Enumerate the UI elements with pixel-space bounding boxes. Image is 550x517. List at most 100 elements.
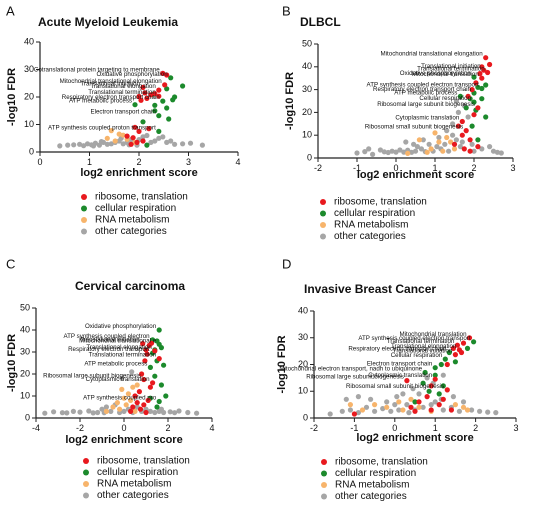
point-annotation: Cytoplasmic translation [368,372,433,379]
data-point [347,407,353,413]
data-point [465,114,471,120]
point-annotation: Electron transport chain [90,109,156,116]
data-point [108,408,114,414]
data-point [168,75,174,81]
point-annotation: Translational termination [88,89,156,96]
chart-title: Acute Myeloid Leukemia [38,15,178,29]
data-point [64,410,70,416]
x-tick-label: 2 [473,423,478,433]
data-point [436,139,442,145]
data-point [452,352,458,358]
data-point [117,406,123,412]
data-point [408,404,414,410]
data-point [471,112,477,118]
legend-marker [320,222,326,228]
x-tick-label: 3 [513,423,518,433]
legend-label: ribosome, translation [335,457,428,468]
data-point [438,361,444,368]
data-point [123,402,129,408]
point-annotation: ATP synthesis coupled proton transport [48,124,156,131]
point-annotation: Mitochondrial translational elongation [381,51,484,58]
y-tick-label: 0 [25,412,30,422]
data-point [416,399,422,405]
data-point [119,375,125,381]
data-point [152,102,158,108]
data-point [440,396,446,402]
data-point [134,400,140,406]
data-point [108,141,114,147]
data-point [176,408,182,414]
legend-marker [81,228,87,235]
legend-marker [321,482,327,488]
point-annotation: Mitochondrial translational elongation [60,78,163,85]
data-point [160,70,166,76]
data-point [368,396,374,402]
data-point [168,138,174,144]
legend-label: ribosome, translation [97,456,190,467]
data-point [156,356,162,362]
data-point [164,139,170,145]
data-point [464,345,471,351]
point-annotation: Cytoplasmic translation [395,115,460,122]
data-point [161,362,167,368]
legend-label: cellular respiration [97,467,178,478]
x-tick-label: 3 [510,163,515,173]
data-point [158,382,164,388]
point-annotation: Cellular respiration [419,95,471,102]
data-point [138,97,144,103]
data-point [140,134,146,140]
data-point [466,335,473,341]
y-tick-label: 40 [20,324,30,334]
x-tick-label: -1 [353,163,361,173]
point-annotation: ATP synthesis coupled electron [63,333,150,340]
panel-letter: B [282,3,291,18]
data-point [112,138,118,144]
data-point [90,410,96,416]
data-point [108,128,114,134]
point-annotation: Electron transport chain [367,361,433,368]
data-point [132,124,138,130]
legend-label: other categories [97,490,169,501]
data-point [396,399,402,405]
data-point [141,402,147,408]
data-point [185,409,191,416]
data-point [409,149,415,155]
data-point [424,375,430,381]
y-tick-label: 30 [302,84,312,94]
data-point [457,144,463,150]
data-point [448,139,454,145]
data-point [132,102,138,108]
data-point [141,376,147,383]
data-point [426,388,432,394]
legend-label: ribosome, translation [334,197,427,208]
data-point [354,150,360,156]
y-tick-label: 30 [298,332,308,342]
point-annotation: Oxidative phosphorylation [85,323,157,330]
panel-letter: C [6,256,15,271]
legend-label: ribosome, translation [95,192,188,203]
x-tick-label: 0 [121,423,126,433]
data-point [95,409,101,416]
data-point [164,105,170,111]
data-point [469,123,475,129]
data-point [432,376,438,382]
data-point [479,75,485,81]
panel-letter: A [6,3,15,18]
data-point [148,139,154,145]
legend-label: other categories [95,226,167,237]
data-point [152,108,158,114]
data-point [167,409,173,415]
point-annotation: Ribosomal large subunit biogenesis [377,101,475,108]
data-point [479,85,485,92]
data-point [477,71,483,77]
y-axis-label: -log10 FDR [284,72,296,130]
data-point [172,141,178,147]
data-point [494,149,500,155]
data-point [359,407,366,413]
y-tick-label: 20 [302,107,312,117]
data-point [152,91,158,97]
legend-marker [83,492,89,499]
